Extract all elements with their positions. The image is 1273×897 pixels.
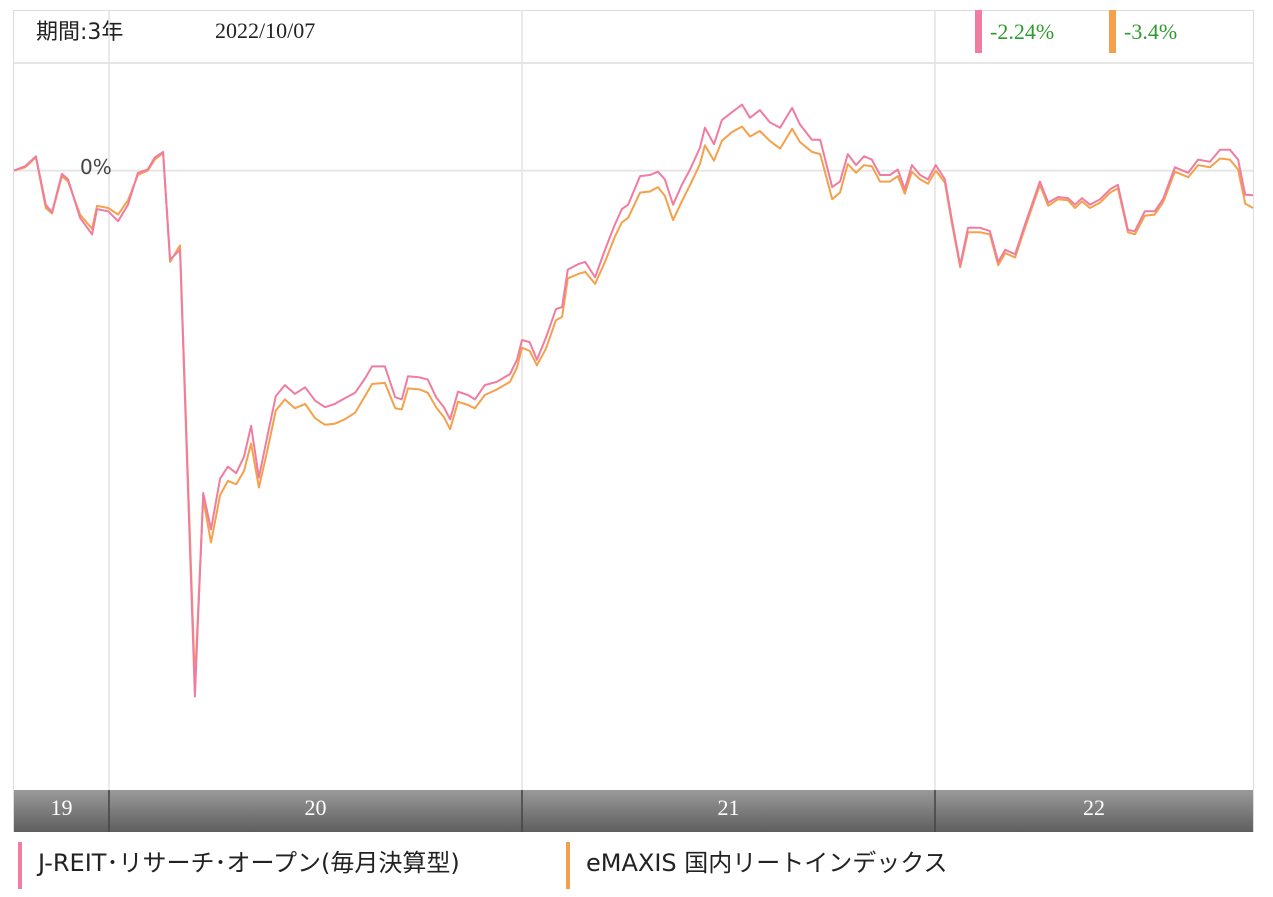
chart-frame — [13, 10, 1254, 832]
period: 期間:3年 — [36, 20, 123, 45]
x-tick-label: 20 — [304, 795, 326, 820]
x-tick-label: 21 — [717, 795, 739, 820]
series-line — [13, 125, 1254, 684]
header-swatch — [1109, 10, 1116, 53]
x-tick-label: 19 — [50, 795, 72, 820]
year-band — [14, 790, 1253, 832]
end-label: -3.4% — [1124, 19, 1177, 44]
x-tick-label: 22 — [1083, 795, 1105, 820]
series-line — [13, 103, 1254, 698]
y-tick-label: 0% — [80, 155, 112, 179]
legend-swatch — [18, 842, 22, 889]
legend-swatch — [566, 842, 570, 889]
legend-label: eMAXIS 国内リートインデックス — [586, 849, 948, 877]
header-swatch — [975, 10, 982, 53]
legend-label: J-REIT･リサーチ･オープン(毎月決算型) — [36, 849, 460, 877]
date: 2022/10/07 — [215, 18, 315, 43]
end-label: -2.24% — [990, 19, 1054, 44]
